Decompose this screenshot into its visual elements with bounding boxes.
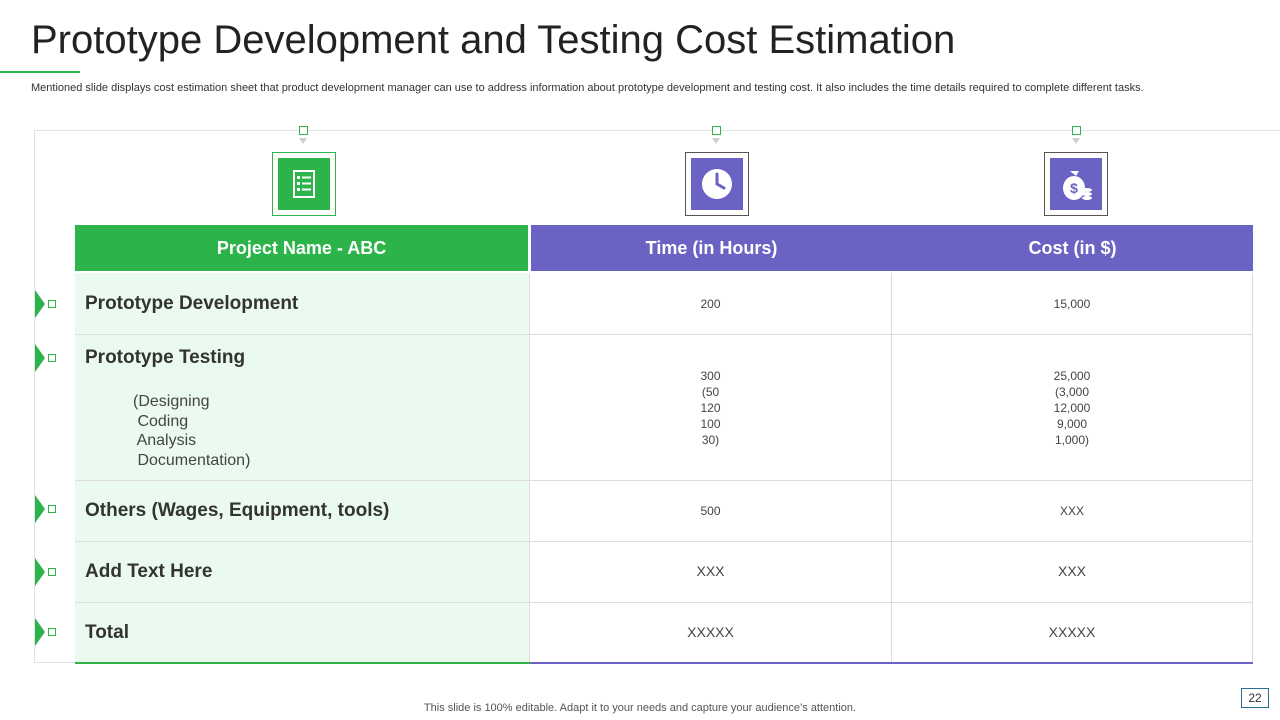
row-bullet-square <box>48 300 56 308</box>
pin-arrow <box>712 138 720 144</box>
table-row: Prototype Testing (Designing Coding Anal… <box>75 335 530 481</box>
clock-icon <box>691 158 743 210</box>
cost-cell: XXX <box>892 542 1253 603</box>
row-bullet-square <box>48 568 56 576</box>
checklist-icon-box <box>272 152 336 216</box>
time-value: XXXXX <box>687 624 734 640</box>
time-value: 300 (50 120 100 30) <box>700 369 721 447</box>
pin-marker <box>299 126 308 135</box>
table-row: Total <box>75 603 530 662</box>
cost-value: XXXXX <box>1048 624 1096 640</box>
pin-arrow <box>299 138 307 144</box>
time-cell: 200 <box>530 273 892 335</box>
cost-cell: XXXXX <box>892 603 1253 662</box>
row-bullet-square <box>48 505 56 513</box>
time-cell: XXX <box>530 542 892 603</box>
header-project-name: Project Name - ABC <box>75 225 528 271</box>
money-bag-icon-box: $ <box>1044 152 1108 216</box>
frame-bottom-line <box>34 662 75 663</box>
cost-value: XXX <box>1059 504 1084 518</box>
cost-cell: 25,000 (3,000 12,000 9,000 1,000) <box>892 335 1253 481</box>
cost-cell: XXX <box>892 481 1253 542</box>
svg-text:$: $ <box>1070 180 1078 196</box>
row-name: Total <box>85 622 129 643</box>
time-cell: 300 (50 120 100 30) <box>530 335 892 481</box>
pin-arrow <box>1072 138 1080 144</box>
header-time: Time (in Hours) <box>531 225 892 271</box>
clock-icon-box <box>685 152 749 216</box>
row-bullet-arrow <box>35 558 45 586</box>
row-bullet-arrow <box>35 290 45 318</box>
table-row: Prototype Development <box>75 273 530 335</box>
time-value: 500 <box>700 504 721 518</box>
money-bag-icon: $ <box>1050 158 1102 210</box>
pin-marker <box>712 126 721 135</box>
title-underline <box>0 71 80 73</box>
row-name: Prototype Testing <box>85 347 246 368</box>
slide-title: Prototype Development and Testing Cost E… <box>31 18 956 62</box>
pin-marker <box>1072 126 1081 135</box>
table-row: Add Text Here <box>75 542 530 603</box>
frame-left-line <box>34 130 35 663</box>
time-cell: 500 <box>530 481 892 542</box>
table-bottom-border-green <box>75 662 530 664</box>
row-name: Others (Wages, Equipment, tools) <box>85 500 390 521</box>
row-name: Prototype Development <box>85 293 299 314</box>
header-cost: Cost (in $) <box>892 225 1253 271</box>
page-number: 22 <box>1241 688 1269 708</box>
time-cell: XXXXX <box>530 603 892 662</box>
row-bullet-arrow <box>35 618 45 646</box>
cost-cell: 15,000 <box>892 273 1253 335</box>
table-bottom-border-purple <box>530 662 1253 664</box>
cost-value: 25,000 (3,000 12,000 9,000 1,000) <box>1053 369 1091 447</box>
row-bullet-arrow <box>35 344 45 372</box>
cost-value: 15,000 <box>1053 297 1091 311</box>
slide-subtitle: Mentioned slide displays cost estimation… <box>31 82 1144 94</box>
time-value: XXX <box>696 563 725 579</box>
row-name: Add Text Here <box>85 561 213 582</box>
frame-top-line <box>34 130 1280 131</box>
row-sub-items: (Designing Coding Analysis Documentation… <box>133 393 251 469</box>
footer-note: This slide is 100% editable. Adapt it to… <box>423 702 857 714</box>
cost-value: XXX <box>1057 563 1086 579</box>
time-value: 200 <box>700 297 721 311</box>
row-bullet-square <box>48 628 56 636</box>
row-bullet-arrow <box>35 495 45 523</box>
row-bullet-square <box>48 354 56 362</box>
table-row: Others (Wages, Equipment, tools) <box>75 481 530 542</box>
checklist-icon <box>278 158 330 210</box>
